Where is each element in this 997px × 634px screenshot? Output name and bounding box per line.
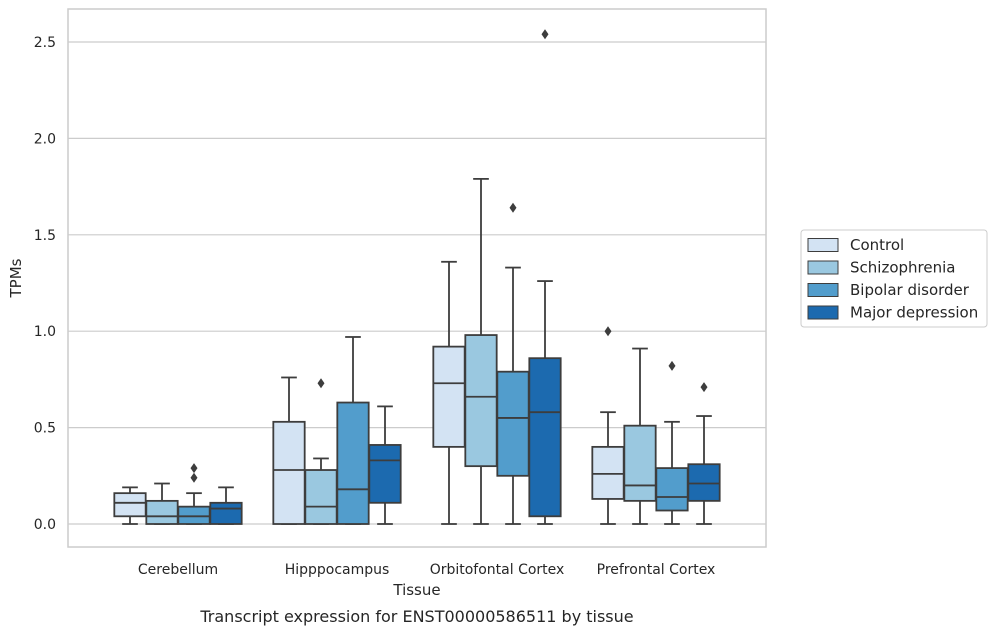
iqr-box [177, 505, 211, 525]
iqr-box [209, 501, 243, 525]
box-schizophrenia [304, 378, 338, 525]
y-tick-label: 1.5 [34, 228, 56, 244]
outlier-point [700, 382, 708, 393]
iqr-box [432, 345, 466, 448]
legend-label: Control [850, 236, 904, 254]
outlier-point [509, 202, 517, 213]
legend-frame [800, 229, 988, 328]
legend-label: Bipolar disorder [850, 281, 970, 299]
iqr-box [113, 492, 147, 518]
iqr-box [528, 357, 562, 518]
grid-lines [68, 41, 766, 525]
x-tick-label: Prefrontal Cortex [597, 562, 716, 578]
iqr-box [272, 420, 306, 525]
y-tick-label: 2.5 [34, 35, 56, 51]
outlier-point [541, 29, 549, 40]
box-major-depression [209, 486, 243, 525]
box-bipolar-disorder [496, 202, 530, 525]
iqr-box [368, 444, 402, 504]
box-major-depression [687, 382, 721, 525]
box-schizophrenia [623, 347, 657, 525]
box-control [432, 260, 466, 525]
outlier-point [190, 472, 198, 483]
plot-frame [67, 8, 767, 548]
y-tick-labels: 0.0 0.5 1.0 1.5 2.0 2.5 [34, 35, 56, 533]
x-tick-label: Orbitofontal Cortex [430, 562, 565, 578]
y-tick-label: 0.5 [34, 421, 56, 437]
iqr-box [655, 467, 689, 512]
outlier-point [668, 360, 676, 371]
iqr-box [464, 334, 498, 468]
y-tick-label: 1.0 [34, 324, 56, 340]
x-tick-label: Hipppocampus [285, 562, 390, 578]
x-axis-title: Tissue [392, 581, 440, 599]
iqr-box [496, 370, 530, 477]
iqr-box [591, 445, 625, 500]
legend-label: Schizophrenia [850, 259, 955, 277]
y-tick-label: 0.0 [34, 517, 56, 533]
legend-swatch [807, 305, 839, 320]
iqr-box [336, 401, 370, 525]
box-control [591, 326, 625, 525]
iqr-box [623, 424, 657, 502]
legend-swatch [807, 260, 839, 275]
iqr-box [145, 499, 179, 525]
box-major-depression [368, 405, 402, 525]
iqr-box [304, 469, 338, 525]
x-tick-label: Cerebellum [138, 562, 218, 578]
box-schizophrenia [145, 482, 179, 525]
box-control [272, 376, 306, 525]
outlier-point [190, 463, 198, 474]
legend-label: Major depression [850, 304, 978, 322]
box-groups [113, 29, 721, 525]
box-bipolar-disorder [336, 336, 370, 525]
iqr-box [687, 463, 721, 502]
box-schizophrenia [464, 177, 498, 525]
x-tick-labels: Cerebellum Hipppocampus Orbitofontal Corte… [138, 562, 715, 578]
outlier-point [317, 378, 325, 389]
y-tick-label: 2.0 [34, 131, 56, 147]
legend-swatch [807, 238, 839, 252]
outlier-point [604, 326, 612, 337]
legend-swatch [807, 283, 839, 297]
box-major-depression [528, 29, 562, 525]
legend: Control Schizophrenia Bipolar disorder Majo… [800, 229, 988, 328]
box-bipolar-disorder [655, 360, 689, 525]
chart-caption: Transcript expression for ENST0000058651… [199, 607, 633, 626]
box-control [113, 486, 147, 525]
y-axis-title: TPMs [7, 258, 25, 298]
box-bipolar-disorder [177, 463, 211, 525]
